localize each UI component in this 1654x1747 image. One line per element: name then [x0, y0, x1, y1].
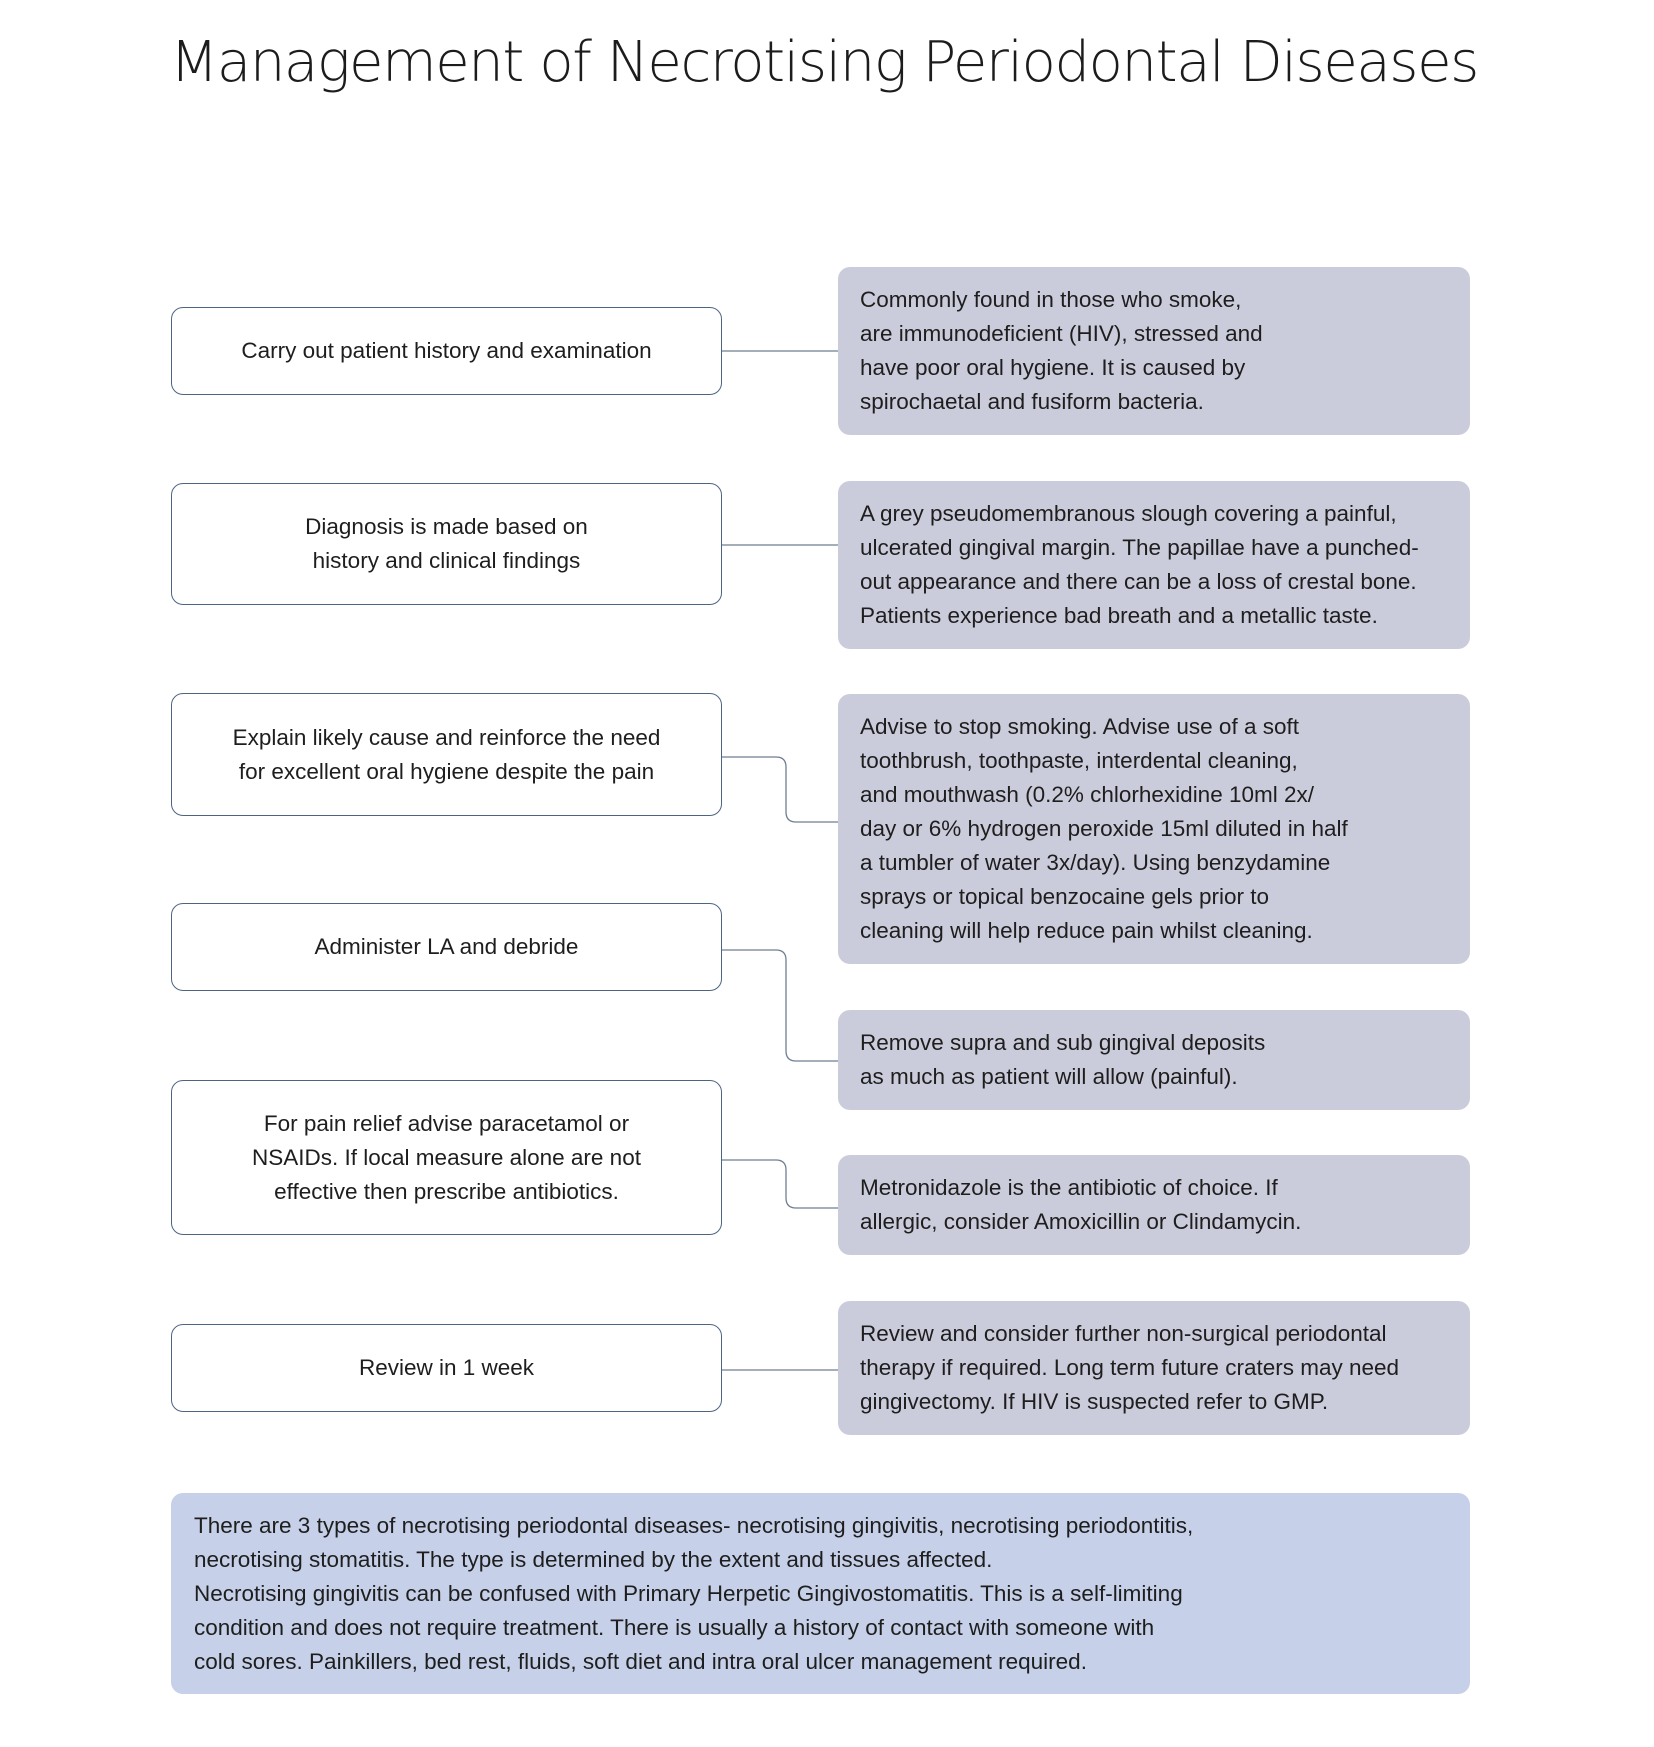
note-risk-factors: Commonly found in those who smoke, are i… [838, 267, 1470, 435]
info-footer: There are 3 types of necrotising periodo… [171, 1493, 1470, 1694]
step-review: Review in 1 week [171, 1324, 722, 1412]
connector-5 [722, 1159, 838, 1209]
page-title: Management of Necrotising Periodontal Di… [170, 30, 1479, 95]
note-antibiotics: Metronidazole is the antibiotic of choic… [838, 1155, 1470, 1255]
connector-3 [722, 756, 838, 823]
note-oral-hygiene-advice: Advise to stop smoking. Advise use of a … [838, 694, 1470, 964]
note-debridement: Remove supra and sub gingival deposits a… [838, 1010, 1470, 1110]
step-pain-relief: For pain relief advise paracetamol or NS… [171, 1080, 722, 1235]
note-review-further: Review and consider further non-surgical… [838, 1301, 1470, 1435]
step-diagnosis: Diagnosis is made based on history and c… [171, 483, 722, 605]
step-history-exam: Carry out patient history and examinatio… [171, 307, 722, 395]
step-administer-la: Administer LA and debride [171, 903, 722, 991]
connector-4 [722, 949, 838, 1062]
step-explain-cause: Explain likely cause and reinforce the n… [171, 693, 722, 816]
note-clinical-signs: A grey pseudomembranous slough covering … [838, 481, 1470, 649]
